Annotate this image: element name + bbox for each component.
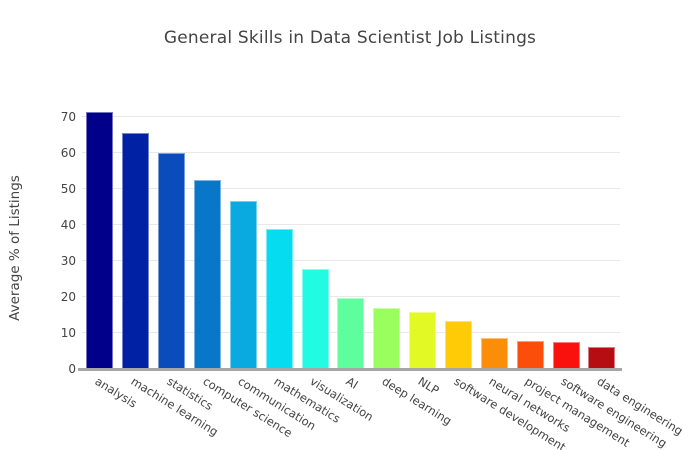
bar-slot-machine-learning <box>118 99 154 369</box>
chart-title: General Skills in Data Scientist Job Lis… <box>163 28 537 48</box>
bar-project-management <box>516 341 544 369</box>
x-tick-label-ai: AI <box>343 374 361 392</box>
bar-slot-computer-science <box>190 99 226 369</box>
y-tick-label-20: 20 <box>60 290 76 304</box>
bar-analysis <box>86 112 114 369</box>
bar-slot-analysis <box>82 99 118 369</box>
bar-slot-software-engineering <box>548 99 584 369</box>
y-tick-label-70: 70 <box>60 110 76 124</box>
bar-slot-data-engineering <box>584 99 620 369</box>
bars-layer <box>82 99 620 369</box>
bar-computer-science <box>194 180 221 369</box>
bar-slot-ai <box>333 99 369 369</box>
y-axis-title: Average % of Listings <box>7 175 23 321</box>
bar-software-engineering <box>552 342 580 369</box>
gridline-70 <box>82 116 620 117</box>
bar-slot-communication <box>225 99 261 369</box>
gridline-60 <box>82 152 620 153</box>
y-tick-label-30: 30 <box>60 254 76 268</box>
gridline-30 <box>82 260 620 261</box>
y-tick-label-50: 50 <box>60 182 76 196</box>
gridline-40 <box>82 224 620 225</box>
y-tick-label-60: 60 <box>60 146 76 160</box>
plot-area <box>82 99 620 369</box>
y-tick-label-0: 0 <box>68 362 76 376</box>
bar-slot-visualization <box>297 99 333 369</box>
y-tick-label-10: 10 <box>60 326 76 340</box>
gridline-20 <box>82 296 620 297</box>
bar-mathematics <box>265 228 293 369</box>
bar-slot-software-development <box>441 99 477 369</box>
bar-visualization <box>301 268 329 369</box>
bar-deep-learning <box>373 307 401 369</box>
bar-slot-project-management <box>512 99 548 369</box>
bar-communication <box>229 200 257 369</box>
bar-slot-neural-networks <box>476 99 512 369</box>
x-axis-line <box>78 368 622 371</box>
bar-slot-nlp <box>405 99 441 369</box>
bar-machine-learning <box>122 133 150 369</box>
bar-software-development <box>445 321 473 369</box>
bar-ai <box>337 297 365 369</box>
bar-slot-deep-learning <box>369 99 405 369</box>
bar-slot-mathematics <box>261 99 297 369</box>
bar-nlp <box>409 311 437 369</box>
gridline-50 <box>82 188 620 189</box>
bar-neural-networks <box>480 337 508 369</box>
bar-statistics <box>158 153 186 369</box>
bar-data-engineering <box>588 346 616 369</box>
bar-slot-statistics <box>154 99 190 369</box>
y-tick-label-40: 40 <box>60 218 76 232</box>
